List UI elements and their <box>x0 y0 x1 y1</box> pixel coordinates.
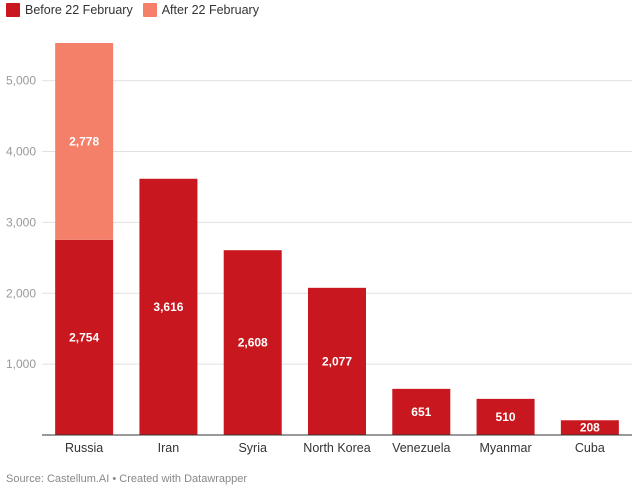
x-tick-label: Myanmar <box>480 441 532 455</box>
y-tick-label: 1,000 <box>6 357 36 371</box>
bar-before <box>308 287 366 435</box>
bar-after <box>55 43 114 240</box>
legend-item-after: After 22 February <box>142 3 259 17</box>
data-label: 2,778 <box>69 134 99 148</box>
y-tick-label: 2,000 <box>6 286 36 300</box>
data-label: 3,616 <box>153 300 183 314</box>
legend-swatch-before <box>6 3 20 17</box>
x-tick-label: Cuba <box>575 441 605 455</box>
bar-before <box>55 239 114 435</box>
x-tick-label: Russia <box>65 441 103 455</box>
data-label: 510 <box>496 410 516 424</box>
data-label: 2,608 <box>238 336 268 350</box>
y-tick-label: 4,000 <box>6 145 36 159</box>
legend: Before 22 February After 22 February <box>6 3 259 17</box>
legend-label-before: Before 22 February <box>25 3 133 17</box>
bar-before <box>223 250 282 435</box>
y-tick-label: 5,000 <box>6 74 36 88</box>
data-label: 651 <box>411 405 431 419</box>
y-tick-label: 3,000 <box>6 215 36 229</box>
bar-before <box>560 420 619 435</box>
legend-swatch-after <box>142 3 157 17</box>
legend-item-before: Before 22 February <box>6 3 133 17</box>
bar-before <box>392 388 451 435</box>
bar-before <box>139 178 198 435</box>
data-label: 208 <box>580 421 600 435</box>
x-tick-label: Iran <box>158 441 180 455</box>
data-label: 2,077 <box>322 354 352 368</box>
bar-chart: 1,000 2,000 3,000 4,000 5,000 2,754 2,778 Russi… <box>6 43 632 455</box>
data-label: 2,754 <box>69 330 99 344</box>
x-tick-label: Venezuela <box>392 441 450 455</box>
x-tick-label: Syria <box>238 441 267 455</box>
bar-before <box>476 398 535 435</box>
x-tick-label: North Korea <box>303 441 370 455</box>
source-note: Source: Castellum.AI • Created with Data… <box>6 473 248 485</box>
legend-label-after: After 22 February <box>161 3 259 17</box>
